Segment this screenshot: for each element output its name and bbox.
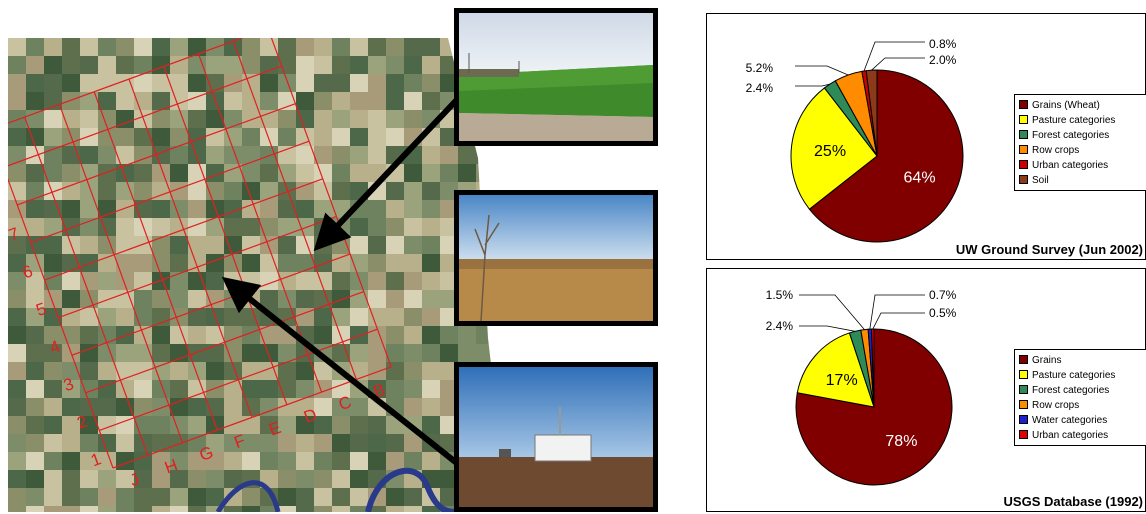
pie1-svg: 64% 25% 2.4% 5.2% 0.8% 2.0% — [746, 37, 964, 243]
survey-vehicle-photo — [454, 362, 658, 512]
wheat-field-photo — [454, 190, 658, 326]
legend-item: Urban categories — [1019, 158, 1145, 173]
legend-item: Row crops — [1019, 398, 1145, 413]
pie-leader-line — [869, 294, 925, 330]
legend-swatch — [1019, 114, 1028, 124]
chart1-legend: Grains (Wheat) Pasture categories Forest c… — [1014, 94, 1146, 191]
pie-chart-usgs-database: 78% 17% 2.4% 1.5% 0.7% 0.5% Grains Pasture cat… — [706, 268, 1146, 512]
pie-value-label: 1.5% — [766, 288, 794, 302]
legend-swatch — [1019, 384, 1028, 394]
legend-label: Water categories — [1032, 415, 1108, 426]
legend-label: Pasture categories — [1032, 115, 1116, 126]
legend-swatch — [1019, 99, 1028, 109]
legend-label: Soil — [1032, 175, 1049, 186]
chart1-title: UW Ground Survey (Jun 2002) — [955, 242, 1143, 257]
pie-value-label: 25% — [814, 143, 846, 160]
legend-swatch — [1019, 369, 1028, 379]
legend-item: Urban categories — [1019, 428, 1145, 443]
pie-leader-line — [799, 294, 865, 330]
legend-item: Pasture categories — [1019, 113, 1145, 128]
legend-label: Pasture categories — [1032, 370, 1116, 381]
pie2-svg: 78% 17% 2.4% 1.5% 0.7% 0.5% — [766, 288, 957, 486]
legend-swatch — [1019, 174, 1028, 184]
legend-item: Soil — [1019, 173, 1145, 188]
legend-label: Row crops — [1032, 400, 1080, 411]
chart2-legend: Grains Pasture categories Forest categorie… — [1014, 349, 1146, 446]
pie-leader-line — [795, 65, 849, 76]
legend-item: Forest categories — [1019, 128, 1145, 143]
pie-leader-line — [872, 312, 925, 330]
legend-swatch — [1019, 144, 1028, 154]
pie-leader-line — [863, 41, 925, 72]
pie-leader-line — [799, 325, 856, 332]
pie-value-label: 0.8% — [929, 37, 957, 51]
pie-slice — [808, 69, 964, 243]
legend-label: Row crops — [1032, 145, 1080, 156]
legend-item: Pasture categories — [1019, 368, 1145, 383]
map-tiles — [8, 38, 524, 512]
pie-slice — [796, 332, 875, 408]
map-grid: 123456789JHGFEDCB — [8, 38, 392, 490]
arrow-to-survey-vehicle — [221, 276, 465, 471]
pie-value-label: 64% — [904, 170, 936, 187]
legend-label: Urban categories — [1032, 160, 1109, 171]
pie-value-label: 78% — [885, 433, 917, 450]
map-col-label: H — [162, 455, 180, 477]
legend-swatch — [1019, 399, 1028, 409]
legend-swatch — [1019, 159, 1028, 169]
pie-leader-line — [871, 57, 925, 71]
legend-label: Forest categories — [1032, 385, 1110, 396]
pie-value-label: 0.5% — [929, 306, 957, 320]
pie-value-label: 2.4% — [746, 81, 774, 95]
pie-chart-uw-ground-survey: 64% 25% 2.4% 5.2% 0.8% 2.0% Grains (Wheat) Pas… — [706, 13, 1146, 260]
legend-swatch — [1019, 354, 1028, 364]
legend-label: Grains (Wheat) — [1032, 100, 1100, 111]
pie-slice — [790, 87, 878, 210]
legend-item: Water categories — [1019, 413, 1145, 428]
map-col-label: C — [336, 392, 354, 414]
legend-swatch — [1019, 429, 1028, 439]
pie-leader-line — [795, 83, 830, 87]
map-col-label: G — [197, 443, 216, 465]
legend-item: Grains (Wheat) — [1019, 98, 1145, 113]
legend-label: Forest categories — [1032, 130, 1110, 141]
pie-value-label: 2.4% — [766, 319, 794, 333]
green-field-photo — [454, 8, 658, 146]
pie-value-label: 17% — [826, 372, 858, 389]
legend-item: Grains — [1019, 353, 1145, 368]
pie-value-label: 0.7% — [929, 288, 957, 302]
pie-slice — [871, 328, 875, 408]
legend-label: Urban categories — [1032, 430, 1109, 441]
map-col-label: D — [301, 405, 319, 427]
legend-swatch — [1019, 129, 1028, 139]
pie-value-label: 5.2% — [746, 61, 774, 75]
pie-value-label: 2.0% — [929, 53, 957, 67]
arrow-to-green-field — [313, 85, 471, 252]
legend-item: Row crops — [1019, 143, 1145, 158]
legend-item: Forest categories — [1019, 383, 1145, 398]
pie-slice — [795, 328, 953, 486]
legend-label: Grains — [1032, 355, 1062, 366]
chart2-title: USGS Database (1992) — [1003, 494, 1143, 509]
satellite-map: 123456789JHGFEDCB — [8, 38, 524, 512]
legend-swatch — [1019, 414, 1028, 424]
